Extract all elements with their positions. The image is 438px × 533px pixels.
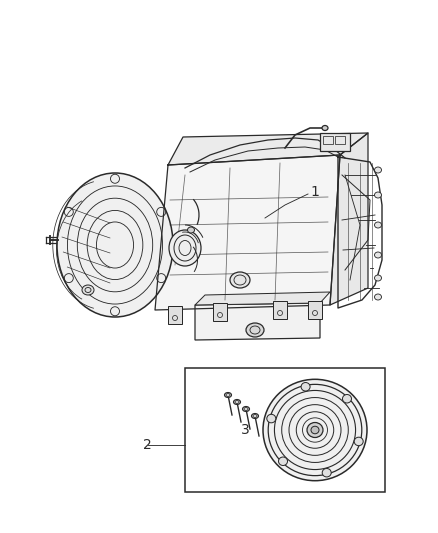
Ellipse shape [374, 222, 381, 228]
Bar [323, 136, 333, 144]
Text: 3: 3 [240, 423, 249, 437]
Text: 1: 1 [310, 185, 319, 199]
Bar [335, 136, 345, 144]
Ellipse shape [82, 285, 94, 295]
Ellipse shape [307, 423, 323, 438]
Bar [213, 303, 227, 321]
Polygon shape [168, 133, 368, 165]
Ellipse shape [230, 272, 250, 288]
Ellipse shape [246, 323, 264, 337]
Ellipse shape [263, 379, 367, 481]
Bar [185, 368, 385, 492]
Ellipse shape [301, 383, 310, 391]
Ellipse shape [374, 252, 381, 258]
Bar [320, 133, 350, 151]
Bar [308, 301, 322, 319]
Bar [168, 306, 182, 324]
Ellipse shape [343, 394, 351, 403]
Ellipse shape [311, 426, 319, 434]
Ellipse shape [233, 400, 240, 405]
Ellipse shape [374, 192, 381, 198]
Ellipse shape [251, 414, 258, 418]
Ellipse shape [243, 407, 250, 411]
Ellipse shape [225, 392, 232, 398]
Ellipse shape [374, 294, 381, 300]
Ellipse shape [279, 457, 287, 465]
Ellipse shape [267, 414, 276, 423]
Ellipse shape [322, 469, 331, 477]
Ellipse shape [354, 437, 363, 446]
Ellipse shape [57, 173, 173, 317]
Ellipse shape [374, 167, 381, 173]
Polygon shape [195, 303, 320, 340]
Bar [273, 301, 287, 319]
Text: 2: 2 [143, 438, 152, 452]
Ellipse shape [374, 275, 381, 281]
Ellipse shape [322, 125, 328, 131]
Ellipse shape [187, 227, 194, 233]
Polygon shape [195, 292, 330, 305]
Ellipse shape [169, 230, 201, 266]
Polygon shape [330, 133, 368, 305]
Polygon shape [155, 155, 340, 310]
